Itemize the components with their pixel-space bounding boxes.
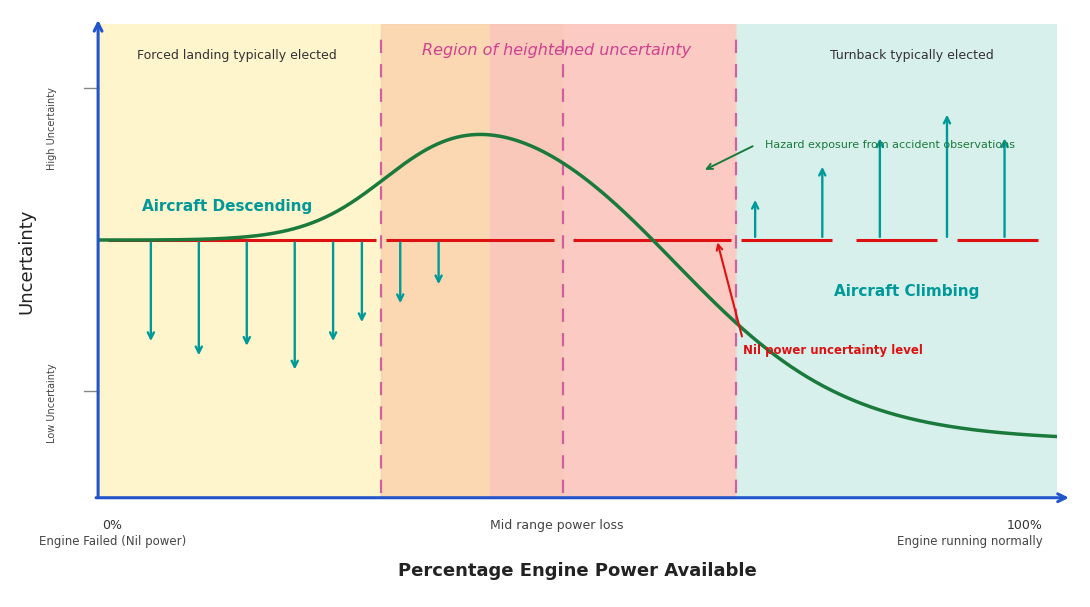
Text: Region of heightened uncertainty: Region of heightened uncertainty [422,43,691,58]
Text: Nil power uncertainty level: Nil power uncertainty level [742,344,922,358]
Text: Uncertainty: Uncertainty [17,208,35,314]
Text: Forced landing typically elected: Forced landing typically elected [137,49,337,61]
Bar [382,24,736,498]
Text: Turnback typically elected: Turnback typically elected [829,49,993,61]
Text: Mid range power loss: Mid range power loss [489,518,623,532]
Text: 0%: 0% [102,518,122,532]
Text: Hazard exposure from accident observations: Hazard exposure from accident observatio… [765,140,1015,150]
Bar [564,24,736,498]
Bar [736,24,1057,498]
Text: Percentage Engine Power Available: Percentage Engine Power Available [398,562,758,580]
Text: Low Uncertainty: Low Uncertainty [47,363,57,443]
Text: Engine running normally: Engine running normally [897,535,1043,548]
Bar [98,24,382,498]
Bar [382,24,564,498]
Text: Aircraft Climbing: Aircraft Climbing [834,284,980,299]
Text: Aircraft Descending: Aircraft Descending [143,199,313,214]
Bar [490,24,667,498]
Text: 100%: 100% [1007,518,1043,532]
Text: Engine Failed (Nil power): Engine Failed (Nil power) [39,535,186,548]
Text: High Uncertainty: High Uncertainty [47,87,57,170]
